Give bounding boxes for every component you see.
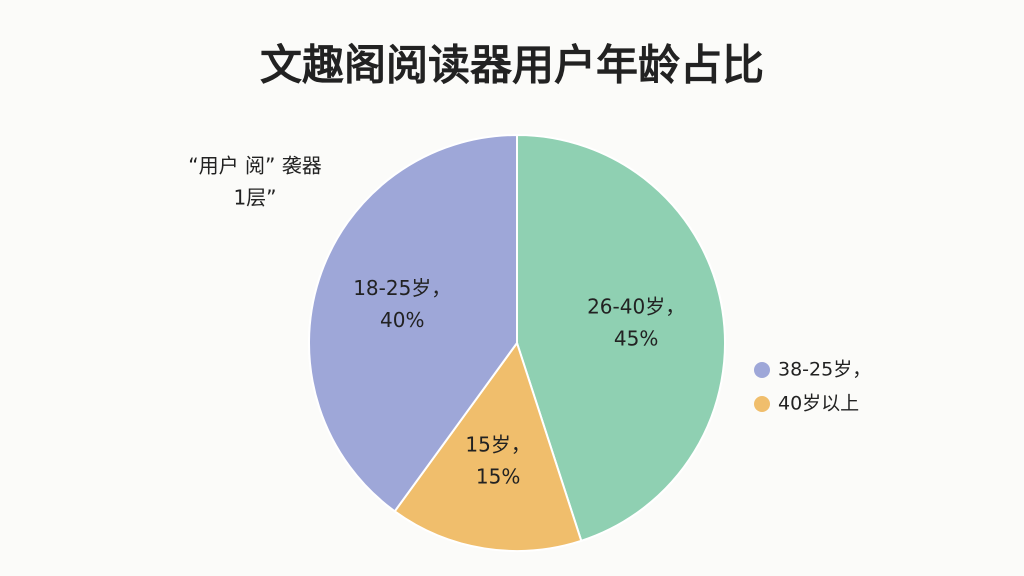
slice-value-label: 15% (476, 465, 520, 489)
legend-swatch (754, 362, 770, 378)
slice-label: 15岁， (465, 433, 530, 457)
legend-swatch (754, 396, 770, 412)
legend-label: 40岁以上 (778, 393, 859, 415)
annotation: “用户 阅” 袭器 (188, 154, 321, 178)
slice-label: 26-40岁， (587, 295, 685, 319)
chart-title: 文趣阁阅读器用户年龄占比 (260, 41, 764, 90)
pie-slice (393, 340, 583, 552)
slice-value-label: 45% (614, 327, 658, 351)
pie-slice (308, 133, 518, 513)
annotation: 1层” (233, 186, 276, 210)
slice-label: 18-25岁， (353, 276, 451, 300)
slice-value-label: 40% (380, 308, 424, 332)
legend-label: 38-25岁， (778, 359, 871, 381)
pie-slice (516, 133, 726, 543)
